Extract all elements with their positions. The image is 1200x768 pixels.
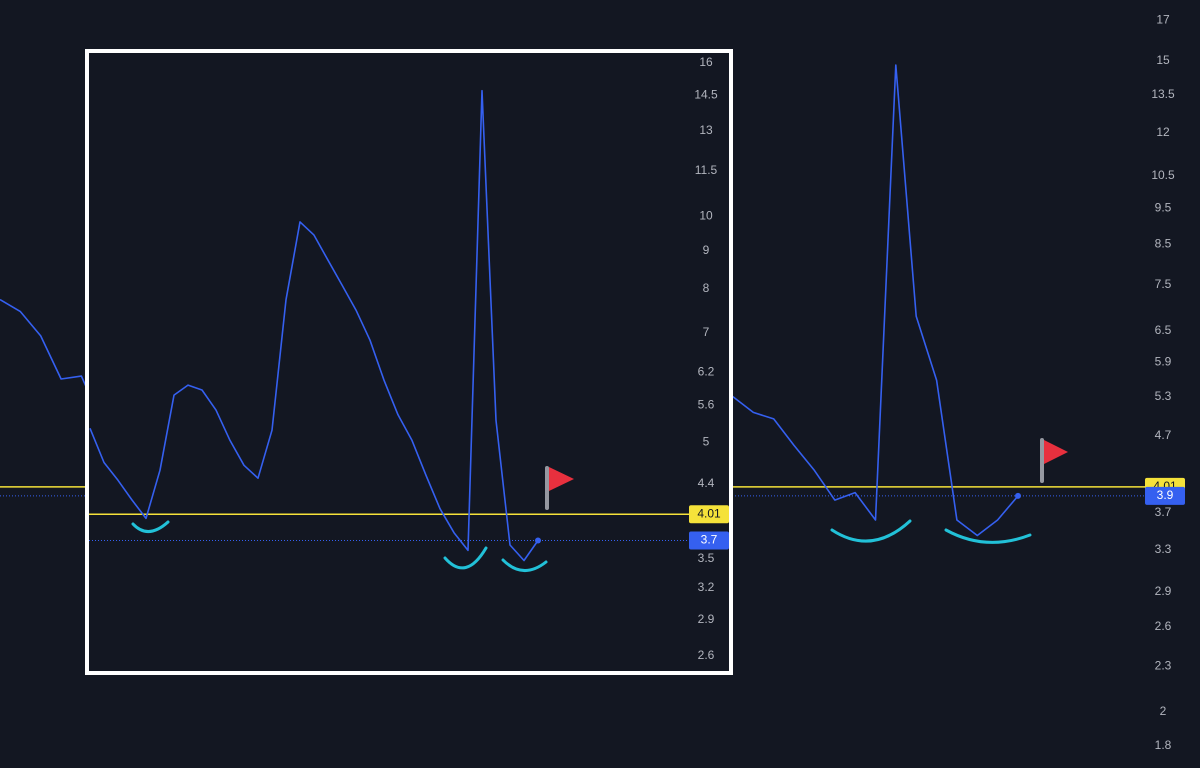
y-tick-label: 5.6 <box>698 398 715 412</box>
y-tick-label: 2.9 <box>698 612 715 626</box>
y-tick-label: 9 <box>703 243 710 257</box>
last-price-box <box>689 531 729 550</box>
y-tick-label: 4.7 <box>1155 428 1172 442</box>
y-tick-label: 5.9 <box>1155 354 1172 368</box>
y-tick-label: 3.2 <box>698 580 715 594</box>
price-label: 4.01 <box>697 506 721 520</box>
y-tick-label: 16 <box>699 55 713 69</box>
inset-frame <box>85 49 733 675</box>
bottom-arc <box>443 546 488 570</box>
y-tick-label: 5 <box>703 435 710 449</box>
y-tick-label: 7 <box>703 325 710 339</box>
last-point <box>1015 492 1021 499</box>
y-tick-label: 1.8 <box>1155 738 1172 752</box>
y-tick-label: 2 <box>1160 704 1167 718</box>
y-tick-label: 6.2 <box>698 364 715 378</box>
last-price-label: 3.7 <box>701 533 718 547</box>
y-tick-label: 2.3 <box>1155 659 1172 673</box>
y-tick-label: 4.4 <box>698 476 715 490</box>
y-tick-label: 3.7 <box>1155 505 1172 519</box>
flag <box>549 467 574 491</box>
y-tick-label: 5.3 <box>1155 389 1172 403</box>
y-tick-label: 7.5 <box>1155 277 1172 291</box>
y-tick-label: 8.5 <box>1155 236 1172 250</box>
y-tick-label: 10 <box>699 208 713 222</box>
y-tick-label: 17 <box>1156 12 1170 26</box>
price-line-series <box>89 89 539 562</box>
y-tick-label: 14.5 <box>694 87 718 101</box>
y-tick-label: 13 <box>699 123 713 137</box>
y-tick-label: 13.5 <box>1151 87 1175 101</box>
y-tick-label: 6.5 <box>1155 323 1172 337</box>
last-price-label: 3.9 <box>1157 488 1174 502</box>
last-price-box <box>1145 486 1185 505</box>
y-tick-label: 3.5 <box>698 551 715 565</box>
last-point <box>535 537 541 544</box>
y-tick-label: 3.3 <box>1155 542 1172 556</box>
y-tick-label: 11.5 <box>695 163 718 177</box>
bottom-arc <box>131 520 170 533</box>
bottom-arc <box>830 519 912 543</box>
inset-chart: 16 14.5 13 11.5 10 9 8 7 6.2 5.6 5 4.4 3.5 3.2 2.9 2.6 4… <box>85 49 733 675</box>
y-tick-label: 2.6 <box>698 648 715 662</box>
flag <box>1044 440 1068 464</box>
price-label-box <box>689 505 729 524</box>
y-tick-label: 2.6 <box>1155 619 1172 633</box>
annotations <box>131 438 1068 572</box>
y-tick-label: 12 <box>1156 125 1170 139</box>
y-tick-label: 2.9 <box>1155 584 1172 598</box>
bottom-arc <box>944 528 1032 544</box>
y-tick-label: 10.5 <box>1151 168 1175 182</box>
y-tick-label: 8 <box>703 281 710 295</box>
bottom-arc <box>501 558 548 572</box>
y-tick-label: 15 <box>1156 53 1170 67</box>
y-tick-label: 9.5 <box>1155 200 1172 214</box>
